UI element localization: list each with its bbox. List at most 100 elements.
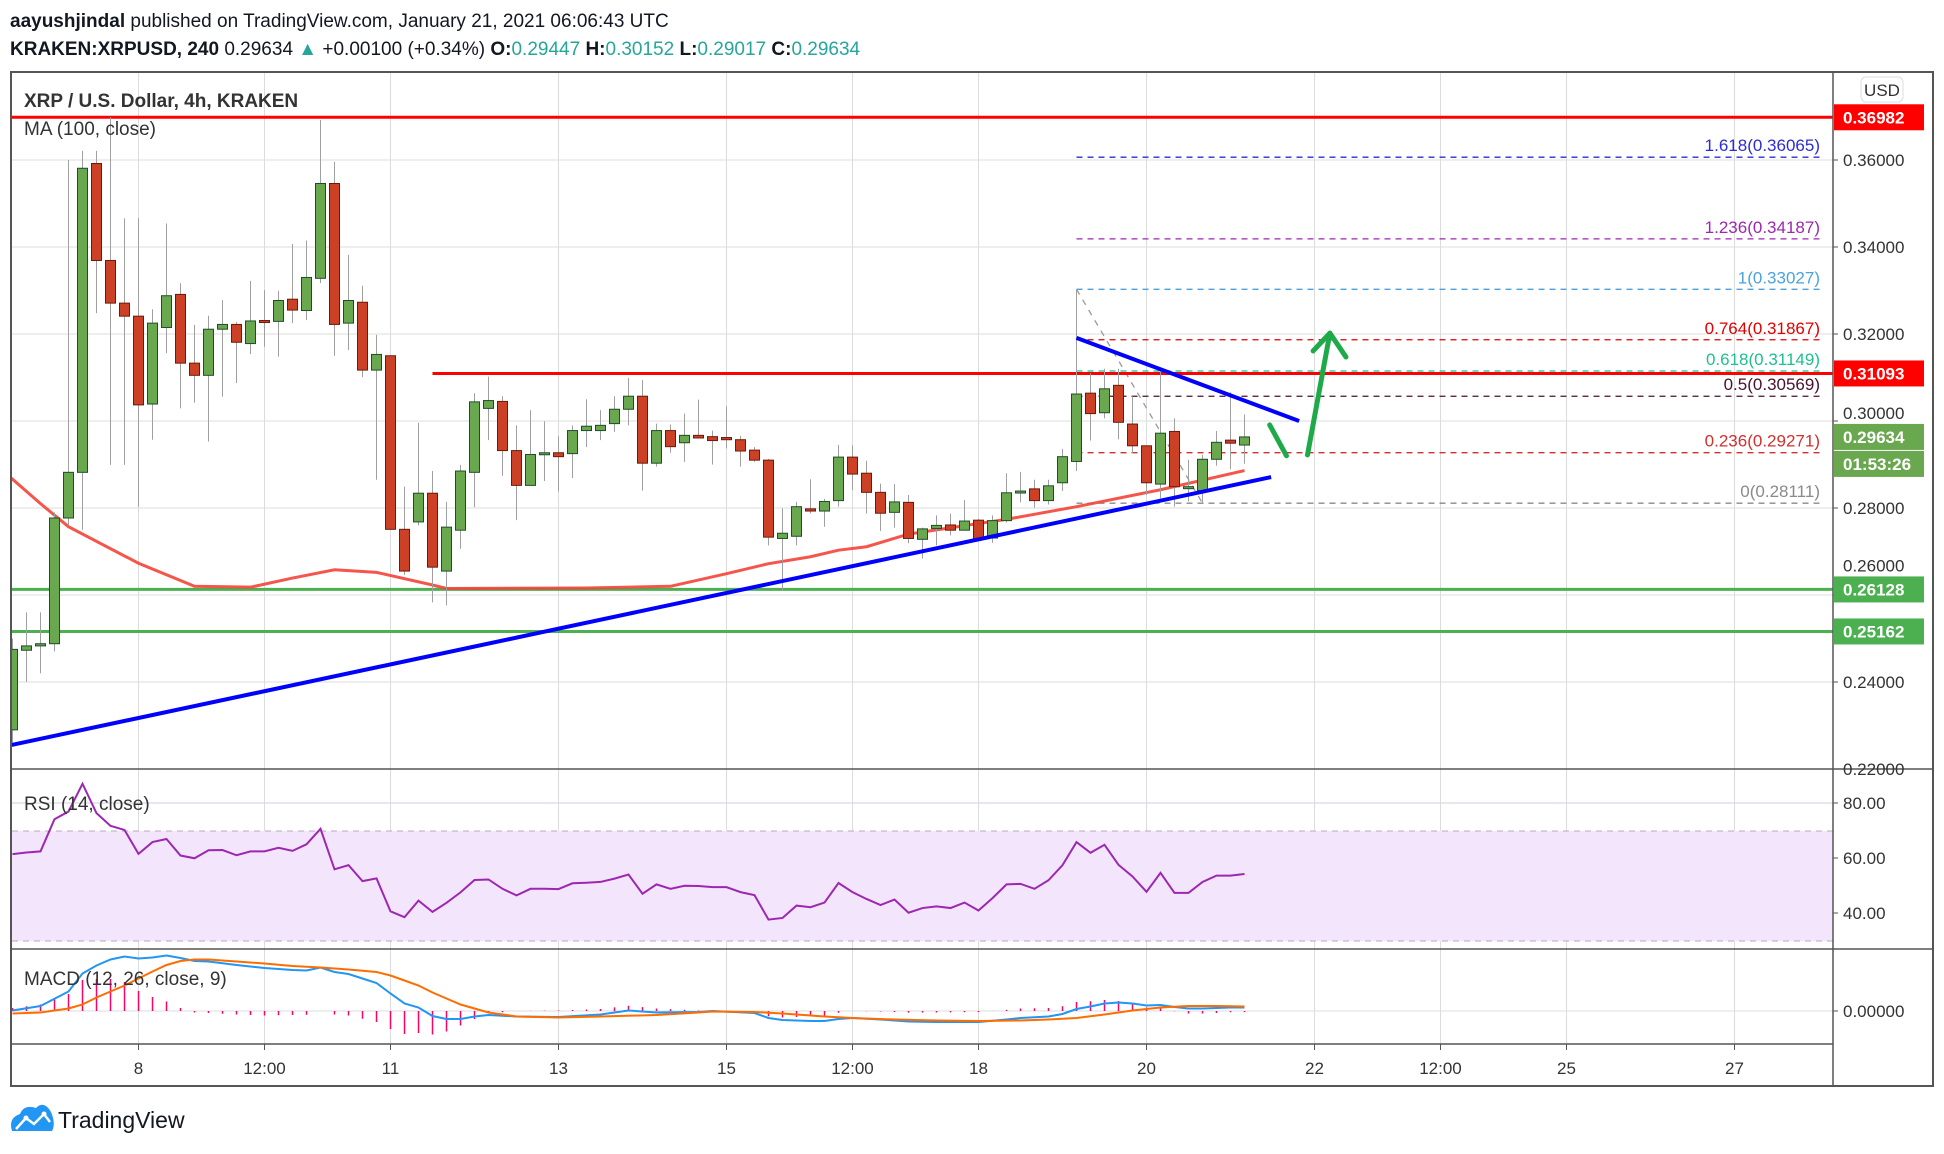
- fib-level-label: 0.236(0.29271): [1705, 432, 1820, 451]
- candle: [399, 486, 410, 575]
- author-name[interactable]: aayushjindal: [10, 11, 125, 32]
- candle: [189, 324, 200, 403]
- time-axis-label: 27: [1725, 1059, 1744, 1078]
- candle: [945, 513, 956, 536]
- macd-pane[interactable]: [12, 954, 1246, 1035]
- price-pane[interactable]: 1.618(0.36065) 1.236(0.34187) 1(0.33027) 0.…: [0, 115, 1833, 747]
- candle: [525, 410, 536, 486]
- rising-support-trendline[interactable]: [11, 475, 1272, 747]
- candle-body-down: [1169, 430, 1180, 488]
- rsi-legend[interactable]: RSI (14, close): [24, 794, 150, 815]
- fib-trend-line[interactable]: [1075, 288, 1204, 504]
- candle-body-down: [91, 162, 102, 261]
- candle: [357, 285, 368, 378]
- candle-body-down: [1127, 423, 1138, 447]
- candle: [903, 494, 914, 544]
- candle-body-down: [1113, 384, 1124, 423]
- candle-body-up: [455, 470, 466, 531]
- candle-body-down: [287, 298, 298, 311]
- candle-body-up: [609, 408, 620, 425]
- rsi-pane[interactable]: [12, 781, 1245, 921]
- time-axis-label: 18: [969, 1059, 988, 1078]
- candle: [1197, 454, 1208, 504]
- last-price-tag: [1834, 423, 1924, 450]
- candle-body-up: [413, 492, 424, 523]
- candle: [735, 435, 746, 467]
- candle: [721, 406, 732, 449]
- candle: [623, 377, 634, 426]
- candle: [959, 500, 970, 531]
- candle: [469, 393, 480, 508]
- candle-body-down: [399, 528, 410, 572]
- candle: [315, 119, 326, 284]
- candle-body-up: [819, 500, 830, 512]
- candle-body-up: [1043, 485, 1054, 502]
- candle-body-up: [203, 328, 214, 376]
- falling-resistance-trendline[interactable]: [1075, 336, 1300, 423]
- candle-body-down: [707, 436, 718, 442]
- candle-body-down: [1225, 439, 1236, 444]
- price-axis-label: 0.22000: [1843, 760, 1904, 779]
- candle-body-up: [791, 506, 802, 537]
- price-axis-label: 0.34000: [1843, 238, 1904, 257]
- rsi-band: [12, 831, 1833, 941]
- publish-info: aayushjindal published on TradingView.co…: [10, 11, 669, 32]
- candle-body-down: [665, 430, 676, 448]
- candle-body-down: [511, 450, 522, 486]
- candle: [637, 380, 648, 491]
- candle-body-up: [623, 395, 634, 410]
- candle: [329, 161, 340, 356]
- candle: [1113, 368, 1124, 440]
- candle: [595, 410, 606, 441]
- up-arrow-icon[interactable]: [1305, 330, 1333, 458]
- dip-arrow-stroke[interactable]: [1267, 422, 1289, 459]
- candle-body-up: [301, 276, 312, 312]
- price-axis-label: 0.26000: [1843, 556, 1904, 575]
- candle: [917, 527, 928, 559]
- fib-level-label: 0.618(0.31149): [1706, 350, 1820, 369]
- tradingview-logo[interactable]: TradingView: [11, 1104, 185, 1133]
- support-price-tag-label: 0.26128: [1843, 580, 1904, 599]
- candle: [133, 218, 144, 507]
- support-price-tag: [1834, 576, 1924, 603]
- candle-body-up: [1071, 393, 1082, 462]
- candle-body-down: [637, 395, 648, 464]
- candle: [497, 396, 508, 476]
- candle: [609, 396, 620, 432]
- time-axis-label: 15: [717, 1059, 736, 1078]
- candle-body-up: [343, 300, 354, 324]
- candle-body-down: [735, 439, 746, 452]
- currency-badge[interactable]: USD: [1860, 76, 1904, 103]
- candle-body-up: [581, 425, 592, 432]
- candle: [539, 421, 550, 482]
- ma-legend[interactable]: MA (100, close): [24, 119, 156, 140]
- candle: [875, 483, 886, 532]
- candle-body-up: [371, 353, 382, 371]
- fib-level-label: 1(0.33027): [1738, 268, 1820, 287]
- fib-level-label: 1.618(0.36065): [1705, 136, 1820, 155]
- time-axis-label: 12:00: [243, 1059, 286, 1078]
- chart-title: XRP / U.S. Dollar, 4h, KRAKEN: [24, 91, 298, 112]
- candle-body-up: [567, 430, 578, 455]
- candle: [1001, 473, 1012, 523]
- support-price-tag-label: 0.25162: [1843, 622, 1904, 641]
- candle-body-down: [357, 301, 368, 371]
- axes[interactable]: 0.22000 0.24000 0.26000 0.28000 0.30000 0.320…: [134, 151, 1905, 1078]
- candle-body-down: [119, 302, 130, 317]
- candle: [1085, 373, 1096, 441]
- price-change: +0.00100 (+0.34%): [322, 39, 485, 60]
- candle: [1155, 368, 1166, 499]
- candle: [343, 254, 354, 351]
- candle-body-down: [231, 323, 242, 343]
- candle-body-up: [833, 456, 844, 502]
- macd-legend[interactable]: MACD (12, 26, close, 9): [24, 969, 227, 990]
- candle: [1239, 414, 1250, 464]
- open-label: O:: [490, 39, 511, 60]
- candle: [245, 280, 256, 355]
- candle: [791, 501, 802, 546]
- time-axis-label: 11: [382, 1059, 400, 1078]
- candle: [1211, 431, 1222, 466]
- candle-body-down: [861, 472, 872, 493]
- candle: [1057, 448, 1068, 492]
